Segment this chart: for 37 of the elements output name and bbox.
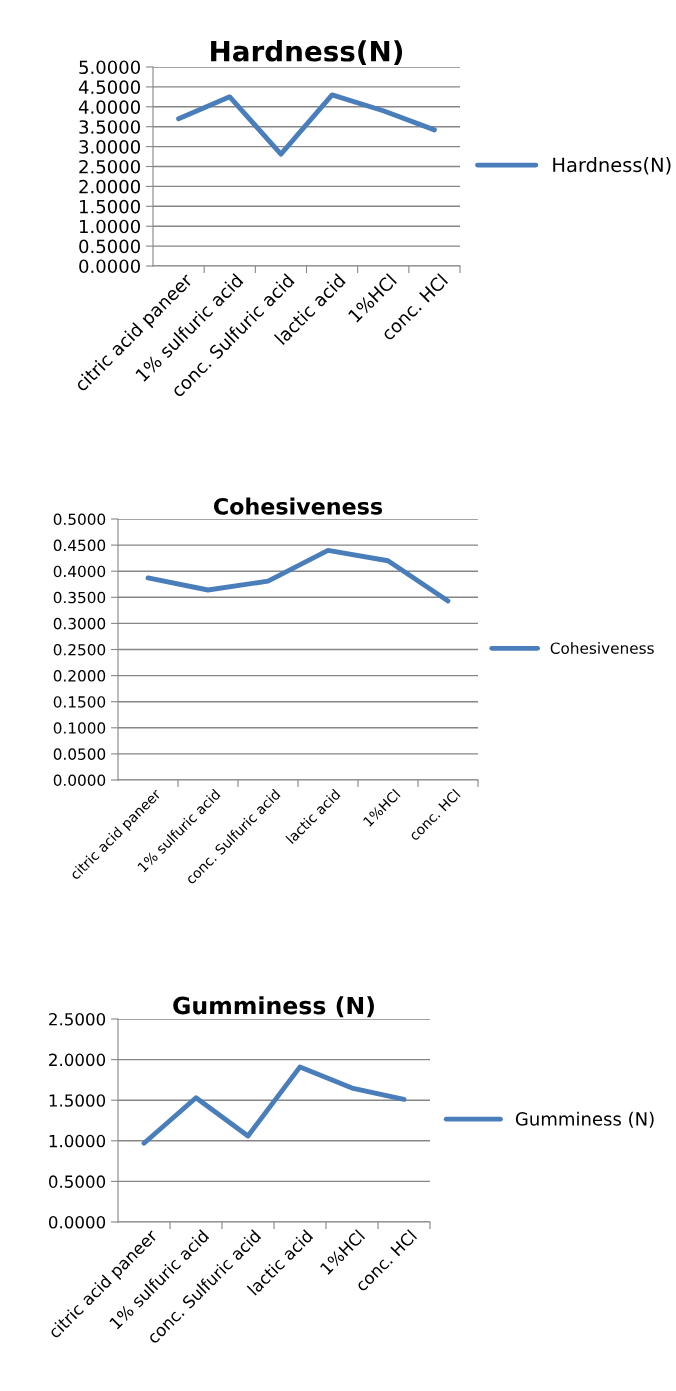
- legend-label: Cohesiveness: [550, 642, 654, 654]
- line-series: [141, 1064, 407, 1146]
- y-tick-label: 0.0500: [53, 748, 106, 760]
- y-tick-label: 3.0000: [79, 140, 140, 154]
- y-tick-label: 2.5000: [49, 1012, 106, 1026]
- y-tick-label: 1.0000: [80, 219, 140, 234]
- y-tick-label: 0.0000: [79, 259, 140, 274]
- legend-label: Hardness(N): [553, 157, 671, 175]
- y-tick-label: 0.3000: [53, 617, 106, 630]
- chart-title: Gumminess (N): [173, 996, 374, 1018]
- y-tick-label: 4.0000: [78, 100, 140, 114]
- y-tick-label: 4.5000: [78, 80, 140, 95]
- y-tick-label: 2.0000: [79, 179, 140, 194]
- y-tick-label: 0.1500: [53, 696, 106, 708]
- y-tick-label: 0.2500: [53, 643, 106, 656]
- y-tick-label: 0.2000: [53, 670, 106, 682]
- y-tick-label: 1.5000: [80, 199, 140, 214]
- y-tick-label: 2.0000: [49, 1053, 106, 1067]
- y-tick-label: 0.5000: [53, 513, 106, 526]
- y-tick-label: 0.3500: [53, 591, 106, 604]
- chart-title: Cohesiveness: [214, 497, 383, 515]
- y-tick-label: 0.5000: [48, 1175, 106, 1188]
- y-tick-label: 5.0000: [79, 60, 140, 75]
- legend-label: Gumminess (N): [515, 1111, 654, 1128]
- y-tick-label: 0.0000: [53, 774, 106, 787]
- y-tick-label: 0.1000: [53, 722, 106, 734]
- line-series: [176, 92, 437, 157]
- y-tick-label: 2.5000: [79, 159, 140, 174]
- y-tick-label: 0.0000: [48, 1215, 106, 1229]
- y-tick-label: 0.4500: [53, 539, 106, 552]
- y-tick-label: 3.5000: [79, 120, 140, 134]
- y-tick-label: 1.5000: [49, 1094, 106, 1107]
- y-tick-label: 0.4000: [53, 565, 106, 578]
- line-series: [145, 547, 451, 604]
- y-tick-label: 0.5000: [79, 239, 140, 254]
- chart-title: Hardness(N): [211, 40, 403, 65]
- y-tick-label: 1.0000: [49, 1134, 106, 1148]
